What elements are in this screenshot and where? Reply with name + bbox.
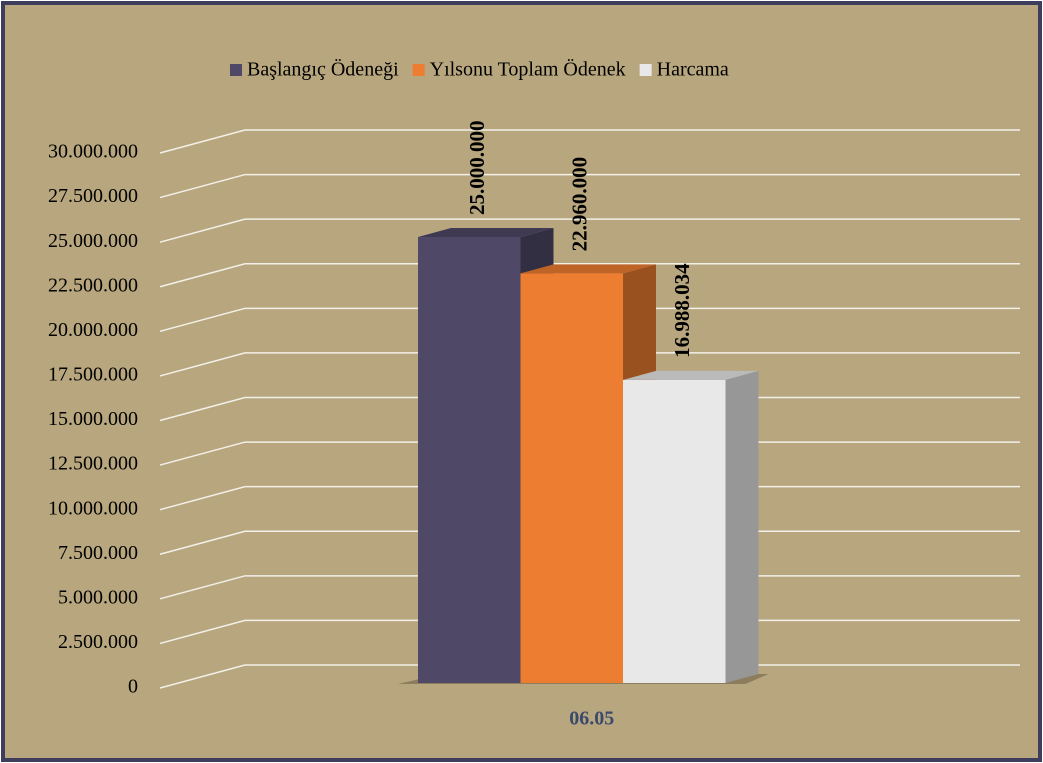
y-tick-label: 10.000.000 <box>48 497 138 519</box>
grid-line <box>159 396 1020 422</box>
grid-line <box>159 619 1020 645</box>
legend-swatch <box>412 64 425 76</box>
legend-label: Yılsonu Toplam Ödenek <box>430 58 626 81</box>
y-tick-label: 30.000.000 <box>48 141 138 163</box>
y-tick-label: 0 <box>128 676 138 698</box>
legend-swatch <box>230 64 242 76</box>
grid-line <box>159 218 1020 243</box>
y-tick-label: 17.500.000 <box>48 364 138 386</box>
bar-front <box>623 379 726 683</box>
value-label: 16.988.034 <box>670 263 694 358</box>
bar-side <box>725 370 759 683</box>
bar-front <box>418 237 521 683</box>
y-tick-label: 20.000.000 <box>48 319 138 341</box>
bar <box>623 370 759 683</box>
y-tick-label: 5.000.000 <box>58 586 138 608</box>
grid-line <box>159 352 1020 377</box>
value-label: 25.000.000 <box>465 121 489 216</box>
value-label: 22.960.000 <box>568 157 592 252</box>
grid-line <box>159 664 1020 689</box>
x-tick-label: 06.05 <box>569 708 614 730</box>
y-tick-label: 7.500.000 <box>58 542 138 564</box>
grid-line <box>159 530 1020 555</box>
bar-top <box>520 264 656 274</box>
y-tick-label: 22.500.000 <box>48 274 138 296</box>
grid-line <box>159 173 1020 199</box>
y-tick-label: 25.000.000 <box>48 230 138 252</box>
grid-line <box>159 307 1020 333</box>
legend-label: Harcama <box>657 59 729 81</box>
legend-label: Başlangıç Ödeneği <box>247 58 399 81</box>
y-tick-label: 27.500.000 <box>48 185 138 207</box>
y-tick-label: 12.500.000 <box>48 453 138 475</box>
grid-line <box>159 485 1020 511</box>
legend-swatch <box>639 64 652 76</box>
bar-top <box>623 370 759 380</box>
bar-top <box>418 228 554 237</box>
y-tick-label: 2.500.000 <box>58 631 138 653</box>
grid-line <box>159 263 1020 288</box>
grid-line <box>159 575 1020 600</box>
bar-front <box>520 273 623 683</box>
grid-line <box>159 441 1020 466</box>
y-tick-label: 15.000.000 <box>48 408 138 430</box>
grid-line <box>159 129 1020 154</box>
